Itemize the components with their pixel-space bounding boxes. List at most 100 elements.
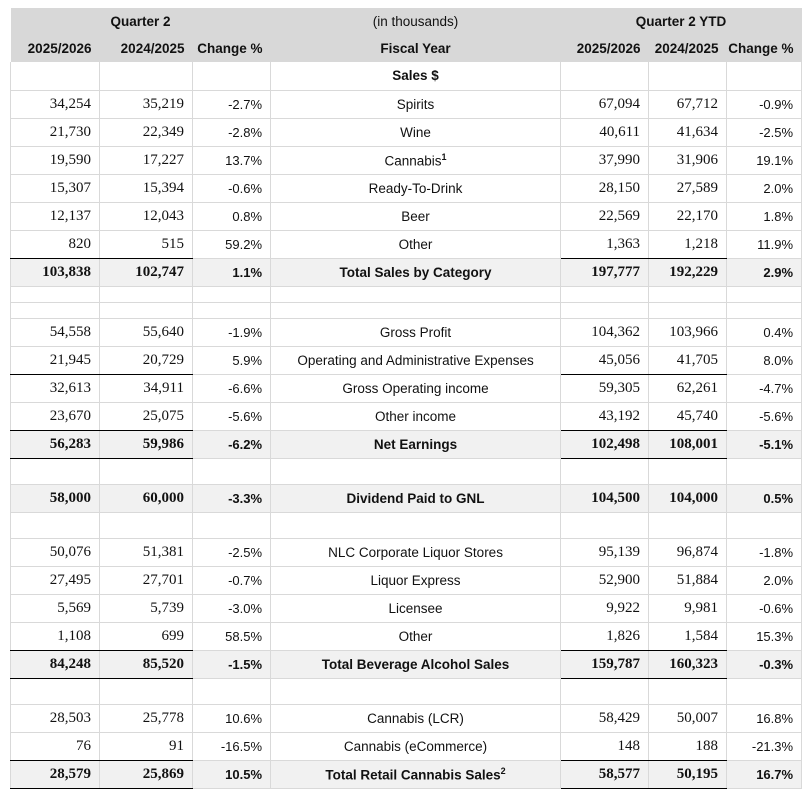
q2-current-value: 58,000 (10, 484, 100, 513)
q2-change-pct: -0.7% (192, 566, 272, 595)
q2-current-value: 820 (10, 230, 100, 259)
ytd-prior-value: 50,007 (648, 704, 728, 733)
ytd-prior-value: 192,229 (648, 258, 728, 287)
row-label: Cannabis (LCR) (270, 704, 562, 733)
col-header-ytd-prior: 2024/2025 (648, 35, 727, 62)
units-note: (in thousands) (270, 8, 561, 35)
ytd-prior-value: 104,000 (648, 484, 728, 513)
ytd-change-pct (726, 678, 803, 705)
q2-prior-value: 60,000 (99, 484, 193, 513)
q2-prior-value (99, 678, 193, 705)
group-header-row: Quarter 2 (in thousands) Quarter 2 YTD (10, 8, 802, 35)
ytd-current-value (560, 302, 650, 319)
q2-prior-value: 55,640 (99, 318, 193, 347)
q2-current-value: 84,248 (10, 650, 100, 679)
ytd-change-pct (726, 302, 803, 319)
row-total-retail-cannabis-sales: 28,579 25,869 10.5% Total Retail Cannabis S… (10, 760, 803, 789)
ytd-current-value: 1,826 (560, 622, 650, 651)
ytd-prior-value: 9,981 (648, 594, 728, 623)
row-label: Ready-To-Drink (270, 174, 562, 203)
ytd-change-pct: -2.5% (726, 118, 803, 147)
q2-prior-value: 102,747 (99, 258, 193, 287)
q2-prior-value: 35,219 (99, 90, 193, 119)
row-label: Dividend Paid to GNL (270, 484, 562, 513)
row-other: 1,108 699 58.5% Other 1,826 1,584 15.3% (10, 622, 803, 651)
ytd-prior-value: 27,589 (648, 174, 728, 203)
ytd-prior-value (648, 458, 728, 485)
ytd-change-pct: 2.9% (726, 258, 803, 287)
table-header: Quarter 2 (in thousands) Quarter 2 YTD 2… (10, 8, 802, 62)
q2-prior-value (99, 512, 193, 539)
ytd-change-pct (726, 286, 803, 303)
row-label: Operating and Administrative Expenses (270, 346, 562, 375)
q2-prior-value: 27,701 (99, 566, 193, 595)
ytd-change-pct: -5.6% (726, 402, 803, 431)
q2-current-value: 19,590 (10, 146, 100, 175)
q2-current-value: 23,670 (10, 402, 100, 431)
q2-prior-value (99, 62, 193, 91)
ytd-prior-value (648, 286, 728, 303)
ytd-change-pct: 19.1% (726, 146, 803, 175)
q2-prior-value: 34,911 (99, 374, 193, 403)
row-label: Other (270, 622, 562, 651)
row-operating-and-administrative-expenses: 21,945 20,729 5.9% Operating and Administra… (10, 346, 803, 375)
ytd-prior-value (648, 678, 728, 705)
q2-prior-value: 5,739 (99, 594, 193, 623)
ytd-current-value: 104,500 (560, 484, 650, 513)
row-net-earnings: 56,283 59,986 -6.2% Net Earnings 102,498 108,… (10, 430, 803, 459)
q2-current-value: 1,108 (10, 622, 100, 651)
row-label (270, 458, 562, 485)
ytd-prior-value: 41,705 (648, 346, 728, 375)
ytd-change-pct: -0.3% (726, 650, 803, 679)
row-label: Cannabis1 (270, 146, 562, 175)
q2-current-value: 54,558 (10, 318, 100, 347)
q2-change-pct: -1.9% (192, 318, 272, 347)
ytd-prior-value: 22,170 (648, 202, 728, 231)
q2-change-pct (192, 512, 272, 539)
row-wine: 21,730 22,349 -2.8% Wine 40,611 41,634 -2.5% (10, 118, 803, 147)
q2-prior-value: 515 (99, 230, 193, 259)
q2-change-pct: -2.7% (192, 90, 272, 119)
q2-change-pct (192, 62, 272, 91)
row-label (270, 512, 562, 539)
ytd-change-pct: 0.4% (726, 318, 803, 347)
row-label: Other income (270, 402, 562, 431)
row-label (270, 678, 562, 705)
ytd-change-pct: 2.0% (726, 566, 803, 595)
col-header-q2-current: 2025/2026 (10, 35, 100, 62)
q2-prior-value: 25,075 (99, 402, 193, 431)
ytd-change-pct (726, 458, 803, 485)
q2-current-value: 56,283 (10, 430, 100, 459)
q2-prior-value: 25,869 (99, 760, 193, 789)
ytd-prior-value: 188 (648, 732, 728, 761)
row-label: Gross Operating income (270, 374, 562, 403)
row-label: Licensee (270, 594, 562, 623)
row-label: Sales $ (270, 62, 562, 91)
col-header-q2-prior: 2024/2025 (99, 35, 193, 62)
ytd-current-value: 28,150 (560, 174, 650, 203)
q2-prior-value: 59,986 (99, 430, 193, 459)
blank-row (10, 512, 803, 539)
blank-row (10, 458, 803, 485)
col-header-fiscal-year: Fiscal Year (270, 35, 561, 62)
row-label: Total Beverage Alcohol Sales (270, 650, 562, 679)
ytd-change-pct: 2.0% (726, 174, 803, 203)
ytd-current-value: 43,192 (560, 402, 650, 431)
ytd-current-value: 104,362 (560, 318, 650, 347)
row-label: Beer (270, 202, 562, 231)
q2-prior-value: 15,394 (99, 174, 193, 203)
q2-current-value (10, 678, 100, 705)
row-label: NLC Corporate Liquor Stores (270, 538, 562, 567)
q2-current-value (10, 512, 100, 539)
ytd-prior-value: 1,584 (648, 622, 728, 651)
row-liquor-express: 27,495 27,701 -0.7% Liquor Express 52,900 51,… (10, 566, 803, 595)
col-header-ytd-change: Change % (726, 35, 802, 62)
ytd-current-value (560, 512, 650, 539)
ytd-change-pct: 1.8% (726, 202, 803, 231)
ytd-change-pct: -0.9% (726, 90, 803, 119)
ytd-current-value: 95,139 (560, 538, 650, 567)
ytd-current-value (560, 458, 650, 485)
q2-current-value (10, 302, 100, 319)
q2-change-pct: -3.3% (192, 484, 272, 513)
